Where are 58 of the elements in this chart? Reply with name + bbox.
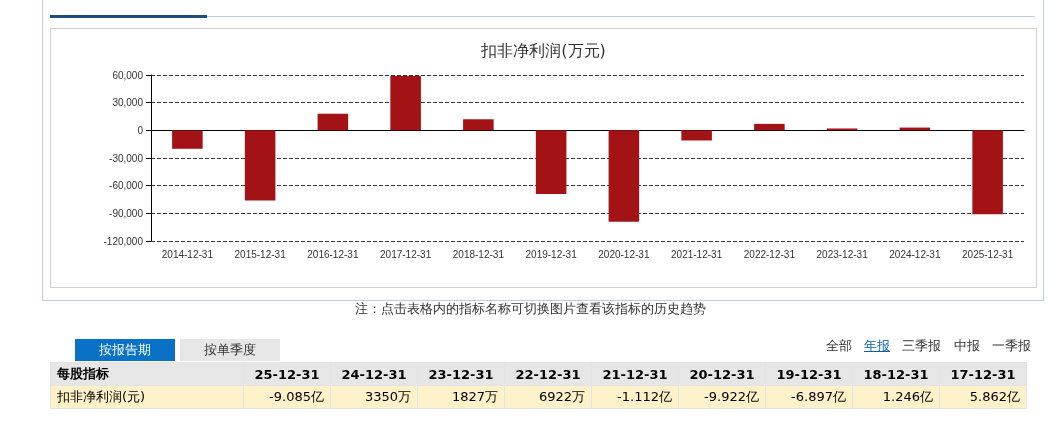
text: -6.897亿 bbox=[765, 385, 853, 409]
text: 5.862亿 bbox=[939, 385, 1027, 409]
x-tick-label: 2017-12-31 bbox=[380, 248, 432, 260]
bar bbox=[608, 130, 640, 222]
text: 每股指标 bbox=[50, 362, 244, 386]
bar bbox=[754, 123, 785, 131]
text: 年报 bbox=[864, 337, 890, 355]
text: 1.246亿 bbox=[852, 385, 940, 409]
bar bbox=[390, 75, 421, 131]
text: -1.112亿 bbox=[591, 385, 679, 409]
text: 按报告期 bbox=[75, 339, 175, 361]
y-tick-label: -30,000 bbox=[109, 152, 144, 164]
bar bbox=[172, 130, 203, 149]
x-tick-label: 2015-12-31 bbox=[234, 248, 287, 260]
bar bbox=[681, 130, 712, 141]
y-tick-label: 30,000 bbox=[112, 97, 144, 109]
text: 19-12-31 bbox=[765, 362, 853, 386]
text: 全部 bbox=[826, 337, 852, 355]
x-tick-label: 2014-12-31 bbox=[161, 248, 214, 260]
y-tick-label: -120,000 bbox=[103, 235, 144, 247]
text: 中报 bbox=[954, 337, 980, 355]
text: 3350万 bbox=[330, 385, 418, 409]
bar bbox=[463, 119, 494, 131]
y-tick-label: 60,000 bbox=[112, 69, 144, 81]
bar bbox=[317, 113, 349, 131]
x-tick-label: 2022-12-31 bbox=[743, 248, 796, 260]
bar bbox=[244, 130, 276, 201]
x-tick-label: 2025-12-31 bbox=[962, 248, 1014, 260]
text: 25-12-31 bbox=[243, 362, 331, 386]
x-tick-label: 2020-12-31 bbox=[598, 248, 650, 260]
text: 17-12-31 bbox=[939, 362, 1027, 386]
x-tick-label: 2023-12-31 bbox=[816, 248, 869, 260]
y-tick-label: -60,000 bbox=[109, 180, 144, 192]
text: 24-12-31 bbox=[330, 362, 418, 386]
text: 按单季度 bbox=[180, 339, 280, 361]
x-tick-label: 2016-12-31 bbox=[307, 248, 359, 260]
text: 22-12-31 bbox=[504, 362, 592, 386]
x-tick-label: 2021-12-31 bbox=[671, 248, 723, 260]
x-tick-label: 2024-12-31 bbox=[889, 248, 941, 260]
text: 23-12-31 bbox=[417, 362, 505, 386]
y-tick-label: 0 bbox=[137, 124, 144, 136]
bar bbox=[972, 130, 1003, 215]
text: 20-12-31 bbox=[678, 362, 766, 386]
x-tick-label: 2019-12-31 bbox=[525, 248, 578, 260]
chart-title: 扣非净利润(万元) bbox=[480, 40, 606, 60]
bar bbox=[535, 130, 567, 194]
text: 1827万 bbox=[417, 385, 505, 409]
text: 注：点击表格内的指标名称可切换图片查看该指标的历史趋势 bbox=[355, 300, 706, 318]
x-tick-label: 2018-12-31 bbox=[452, 248, 505, 260]
text: -9.922亿 bbox=[678, 385, 766, 409]
text: 一季报 bbox=[992, 337, 1031, 355]
text: 18-12-31 bbox=[852, 362, 940, 386]
text: 21-12-31 bbox=[591, 362, 679, 386]
text: 三季报 bbox=[902, 337, 941, 355]
text: 6922万 bbox=[504, 385, 592, 409]
text: -9.085亿 bbox=[243, 385, 331, 409]
text: 扣非净利润(元) bbox=[50, 385, 244, 409]
y-tick-label: -90,000 bbox=[109, 207, 144, 219]
